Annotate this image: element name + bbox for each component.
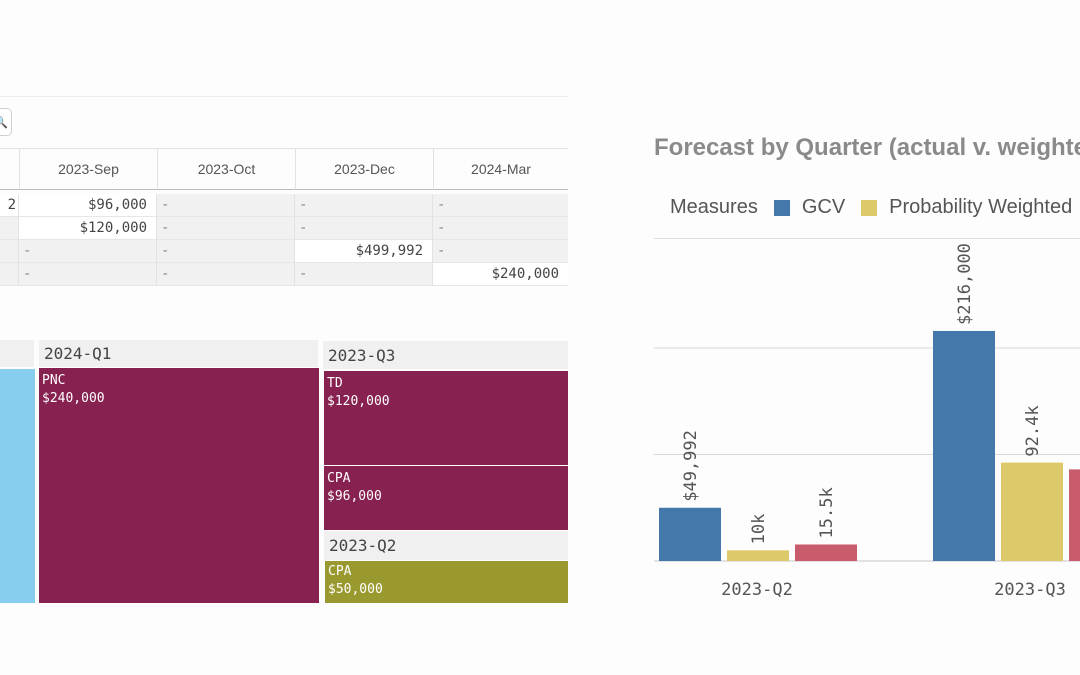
header-2023-dec[interactable]: 2023-Dec bbox=[295, 148, 433, 190]
table-top-divider bbox=[0, 96, 568, 97]
bar bbox=[933, 330, 995, 561]
header-label: 2024-Mar bbox=[471, 161, 531, 177]
search-button[interactable]: 🔍 bbox=[0, 108, 12, 136]
table-cell: - bbox=[295, 217, 433, 240]
legend-divider bbox=[654, 238, 1080, 239]
bar-data-label: 92.4k bbox=[1023, 405, 1043, 456]
table-cell-clipped: 2 bbox=[0, 194, 19, 217]
table-cell: - bbox=[157, 263, 295, 286]
table-cell-clipped bbox=[0, 240, 19, 263]
chart-legend: Measures GCV Probability Weighted bbox=[670, 196, 1072, 219]
treemap-cell-td[interactable]: TD $120,000 bbox=[324, 371, 568, 465]
header-2023-oct[interactable]: 2023-Oct bbox=[157, 148, 295, 190]
bar-data-label: 15.5k bbox=[817, 487, 837, 538]
table-cell: - bbox=[157, 217, 295, 240]
chart-plot: 2023-Q2 $49,992 10k 15.5k 2023-Q3 $216,000 92.… bbox=[654, 243, 1080, 600]
search-icon: 🔍 bbox=[0, 115, 8, 129]
treemap-cell-pnc[interactable]: PNC $240,000 bbox=[39, 368, 319, 603]
legend-item-probability-weighted[interactable]: Probability Weighted bbox=[889, 196, 1073, 218]
bar bbox=[727, 550, 789, 561]
table-cell: - bbox=[433, 217, 568, 240]
treemap-group-header: 2024-Q1 bbox=[39, 340, 318, 367]
treemap-cell-value: $240,000 bbox=[42, 391, 105, 406]
treemap-cell-cpa[interactable]: CPA $50,000 bbox=[325, 561, 568, 603]
bar-data-label: $216,000 bbox=[955, 243, 975, 325]
treemap-group-header-clipped bbox=[0, 340, 34, 367]
forecast-chart: Forecast by Quarter (actual v. weighted)… bbox=[654, 120, 1080, 620]
treemap-cell-name: CPA bbox=[327, 471, 351, 486]
x-tick-label: 2023-Q3 bbox=[994, 580, 1066, 600]
header-clipped bbox=[0, 148, 19, 190]
table-cell: - bbox=[19, 263, 157, 286]
bar bbox=[795, 544, 857, 561]
bar-data-label: $49,992 bbox=[681, 430, 701, 502]
treemap-group-header: 2023-Q3 bbox=[323, 341, 568, 369]
table-cell: - bbox=[433, 240, 568, 263]
bar bbox=[1069, 469, 1080, 561]
x-tick-label: 2023-Q2 bbox=[721, 580, 793, 600]
header-label: 2023-Dec bbox=[334, 161, 395, 177]
chart-title: Forecast by Quarter (actual v. weighted) bbox=[654, 134, 1080, 161]
treemap-cell-name: TD bbox=[327, 376, 343, 391]
legend-swatch-gcv bbox=[773, 199, 790, 216]
legend-item-gcv[interactable]: GCV bbox=[801, 196, 846, 218]
header-2023-sep[interactable]: 2023-Sep bbox=[19, 148, 157, 190]
table-cell: - bbox=[157, 240, 295, 263]
legend-title: Measures bbox=[670, 196, 758, 218]
table-cell-clipped bbox=[0, 263, 19, 286]
treemap-cell-value: $96,000 bbox=[327, 489, 382, 504]
treemap-cell-name: PNC bbox=[42, 373, 66, 388]
table-cell: - bbox=[433, 194, 568, 217]
treemap-cell-value: $120,000 bbox=[327, 394, 390, 409]
table-cell: - bbox=[295, 263, 433, 286]
table-cell: $499,992 bbox=[295, 240, 433, 263]
treemap-cell-name: CPA bbox=[328, 564, 352, 579]
treemap-group-header: 2023-Q2 bbox=[324, 531, 568, 560]
table-cell: - bbox=[157, 194, 295, 217]
header-label: 2023-Sep bbox=[58, 161, 119, 177]
table-cell: $240,000 bbox=[433, 263, 568, 286]
table-cell: $120,000 bbox=[19, 217, 157, 240]
bar bbox=[1001, 462, 1063, 561]
table-cell: $96,000 bbox=[19, 194, 157, 217]
treemap-cell-clipped[interactable] bbox=[0, 369, 35, 603]
treemap-cell-cpa[interactable]: CPA $96,000 bbox=[324, 466, 568, 530]
table-cell-clipped bbox=[0, 217, 19, 240]
header-2024-mar[interactable]: 2024-Mar bbox=[433, 148, 568, 190]
bar bbox=[659, 507, 721, 561]
treemap-cell-value: $50,000 bbox=[328, 582, 383, 597]
legend-swatch-probability-weighted bbox=[861, 199, 878, 216]
bar-data-label: 10k bbox=[749, 514, 769, 545]
table-cell: - bbox=[19, 240, 157, 263]
table-cell: - bbox=[295, 194, 433, 217]
header-label: 2023-Oct bbox=[197, 161, 256, 177]
pivot-table: 🔍 2023-Sep 2023-Oct 2023-Dec 2024-Mar 2 … bbox=[0, 96, 568, 296]
